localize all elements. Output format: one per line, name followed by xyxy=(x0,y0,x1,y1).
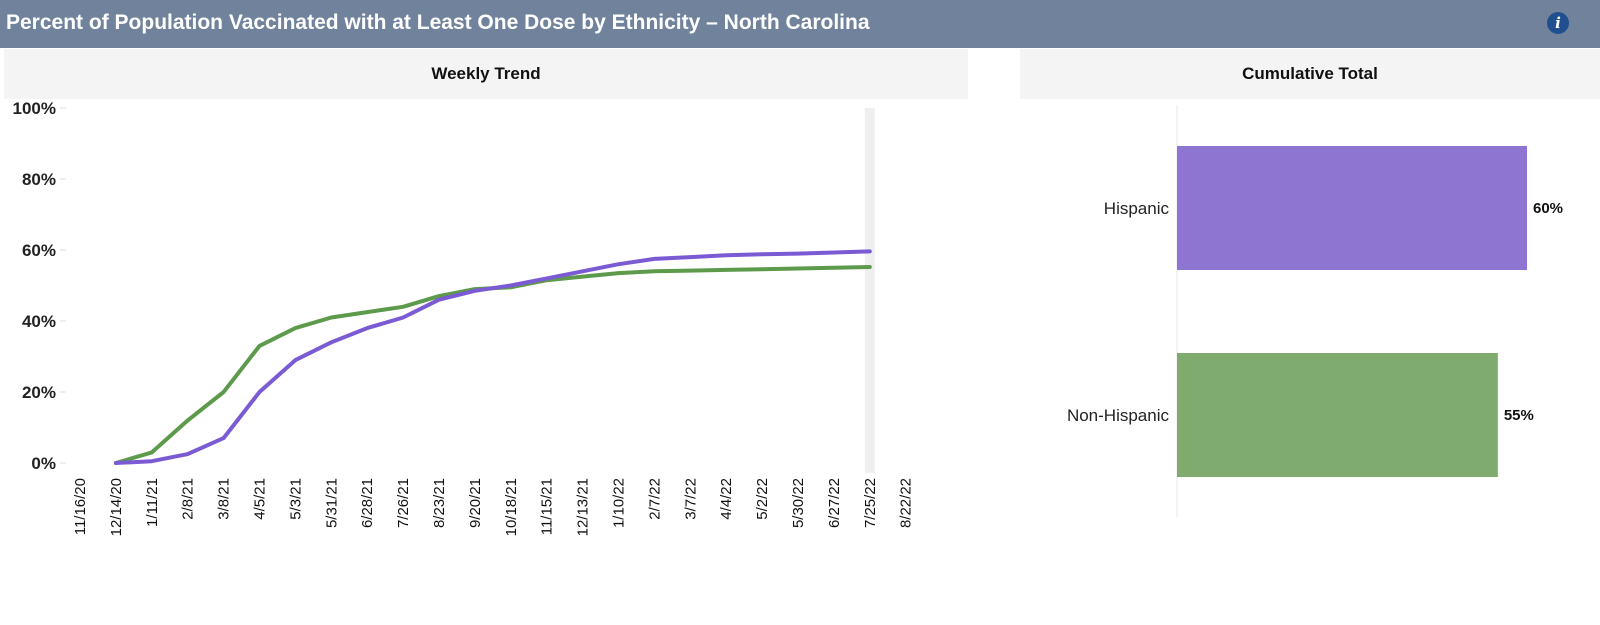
x-tick-label: 4/4/22 xyxy=(718,478,735,520)
cumulative-total-header: Cumulative Total xyxy=(1020,49,1600,99)
x-tick-label: 11/15/21 xyxy=(539,478,556,535)
x-tick-label: 5/31/21 xyxy=(323,478,340,528)
x-tick-label: 3/7/22 xyxy=(682,478,699,520)
info-icon[interactable]: i xyxy=(1547,12,1569,34)
bar-value-label: 55% xyxy=(1504,407,1534,424)
page-title: Percent of Population Vaccinated with at… xyxy=(6,11,870,34)
x-tick-label: 12/14/20 xyxy=(108,478,125,536)
series-line-hispanic xyxy=(113,249,872,465)
bar-non-hispanic xyxy=(1177,353,1498,477)
x-tick-label: 7/25/22 xyxy=(862,478,879,528)
x-tick-label: 2/8/21 xyxy=(180,478,197,520)
x-tick-label: 4/5/21 xyxy=(252,478,269,520)
title-bar: Percent of Population Vaccinated with at… xyxy=(0,0,1600,48)
bar-hispanic xyxy=(1177,146,1527,270)
y-tick-label: 80% xyxy=(22,170,56,189)
y-tick-label: 20% xyxy=(22,383,56,402)
x-tick-label: 7/26/21 xyxy=(395,478,412,528)
y-tick-label: 0% xyxy=(31,454,56,473)
x-tick-label: 5/2/22 xyxy=(754,478,771,520)
x-tick-label: 2/7/22 xyxy=(646,478,663,520)
weekly-trend-header: Weekly Trend xyxy=(4,49,968,99)
x-tick-label: 8/22/22 xyxy=(898,478,915,528)
x-tick-label: 5/30/22 xyxy=(790,478,807,528)
highlight-band xyxy=(864,108,875,473)
x-tick-label: 9/20/21 xyxy=(467,478,484,528)
y-tick-label: 40% xyxy=(22,312,56,331)
x-tick-label: 1/10/22 xyxy=(611,478,628,528)
x-tick-label: 10/18/21 xyxy=(503,478,520,536)
y-tick-label: 100% xyxy=(13,99,56,118)
x-tick-label: 3/8/21 xyxy=(216,478,233,520)
x-tick-label: 6/28/21 xyxy=(359,478,376,528)
x-tick-label: 1/11/21 xyxy=(144,478,161,527)
x-tick-label: 8/23/21 xyxy=(431,478,448,528)
bar-category-label: Hispanic xyxy=(1104,199,1170,218)
bar-category-label: Non-Hispanic xyxy=(1067,406,1170,425)
x-tick-label: 11/16/20 xyxy=(72,478,89,535)
y-tick-label: 60% xyxy=(22,241,56,260)
x-tick-label: 12/13/21 xyxy=(575,478,592,536)
x-tick-label: 5/3/21 xyxy=(287,478,304,520)
bar-value-label: 60% xyxy=(1533,200,1563,217)
x-tick-label: 6/27/22 xyxy=(826,478,843,528)
